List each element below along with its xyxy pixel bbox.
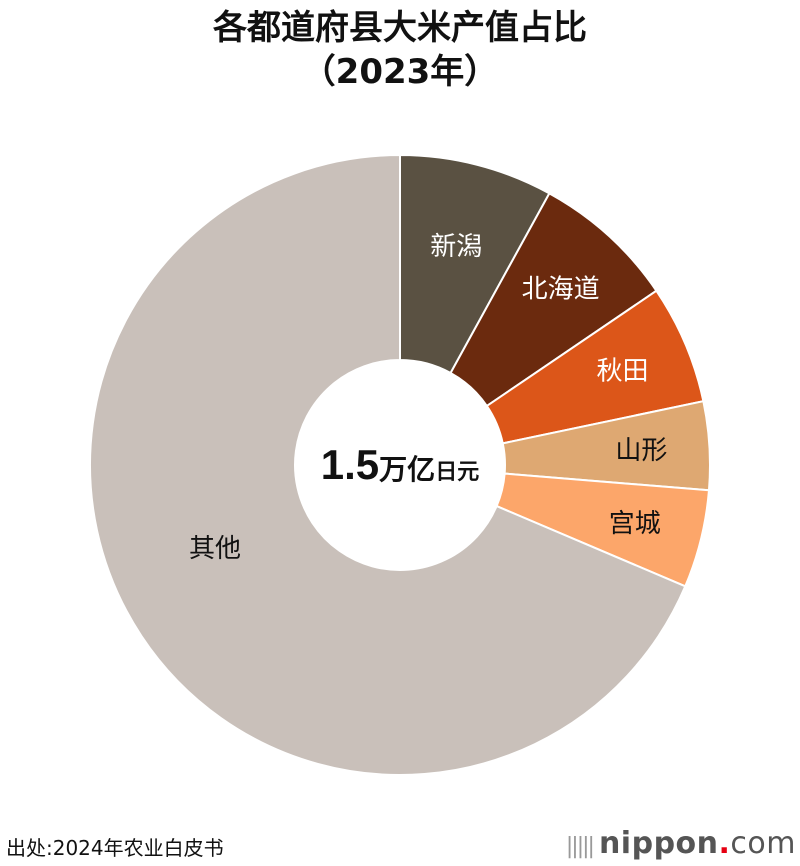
source-note: 出处:2024年农业白皮书 [6, 836, 224, 860]
slice-label: 北海道 [522, 274, 600, 304]
chart-subtitle: （2023年） [301, 52, 499, 92]
chart-title: 各都道府县大米产值占比 [213, 8, 587, 48]
nippon-logo: ||||| nippon.com [566, 826, 796, 861]
slice-label: 其他 [189, 534, 241, 564]
logo-main: nippon [598, 826, 719, 861]
slice-label: 新潟 [430, 232, 482, 262]
slice-label: 宫城 [609, 509, 661, 539]
logo-bars-icon: ||||| [565, 834, 595, 859]
slice-其他 [89, 153, 687, 776]
logo-tail: com [730, 826, 796, 861]
slice-label: 秋田 [597, 356, 649, 386]
logo-dot: . [718, 826, 731, 861]
slice-label: 山形 [615, 436, 667, 466]
center-total-label: 1.5万亿日元 [321, 441, 479, 488]
